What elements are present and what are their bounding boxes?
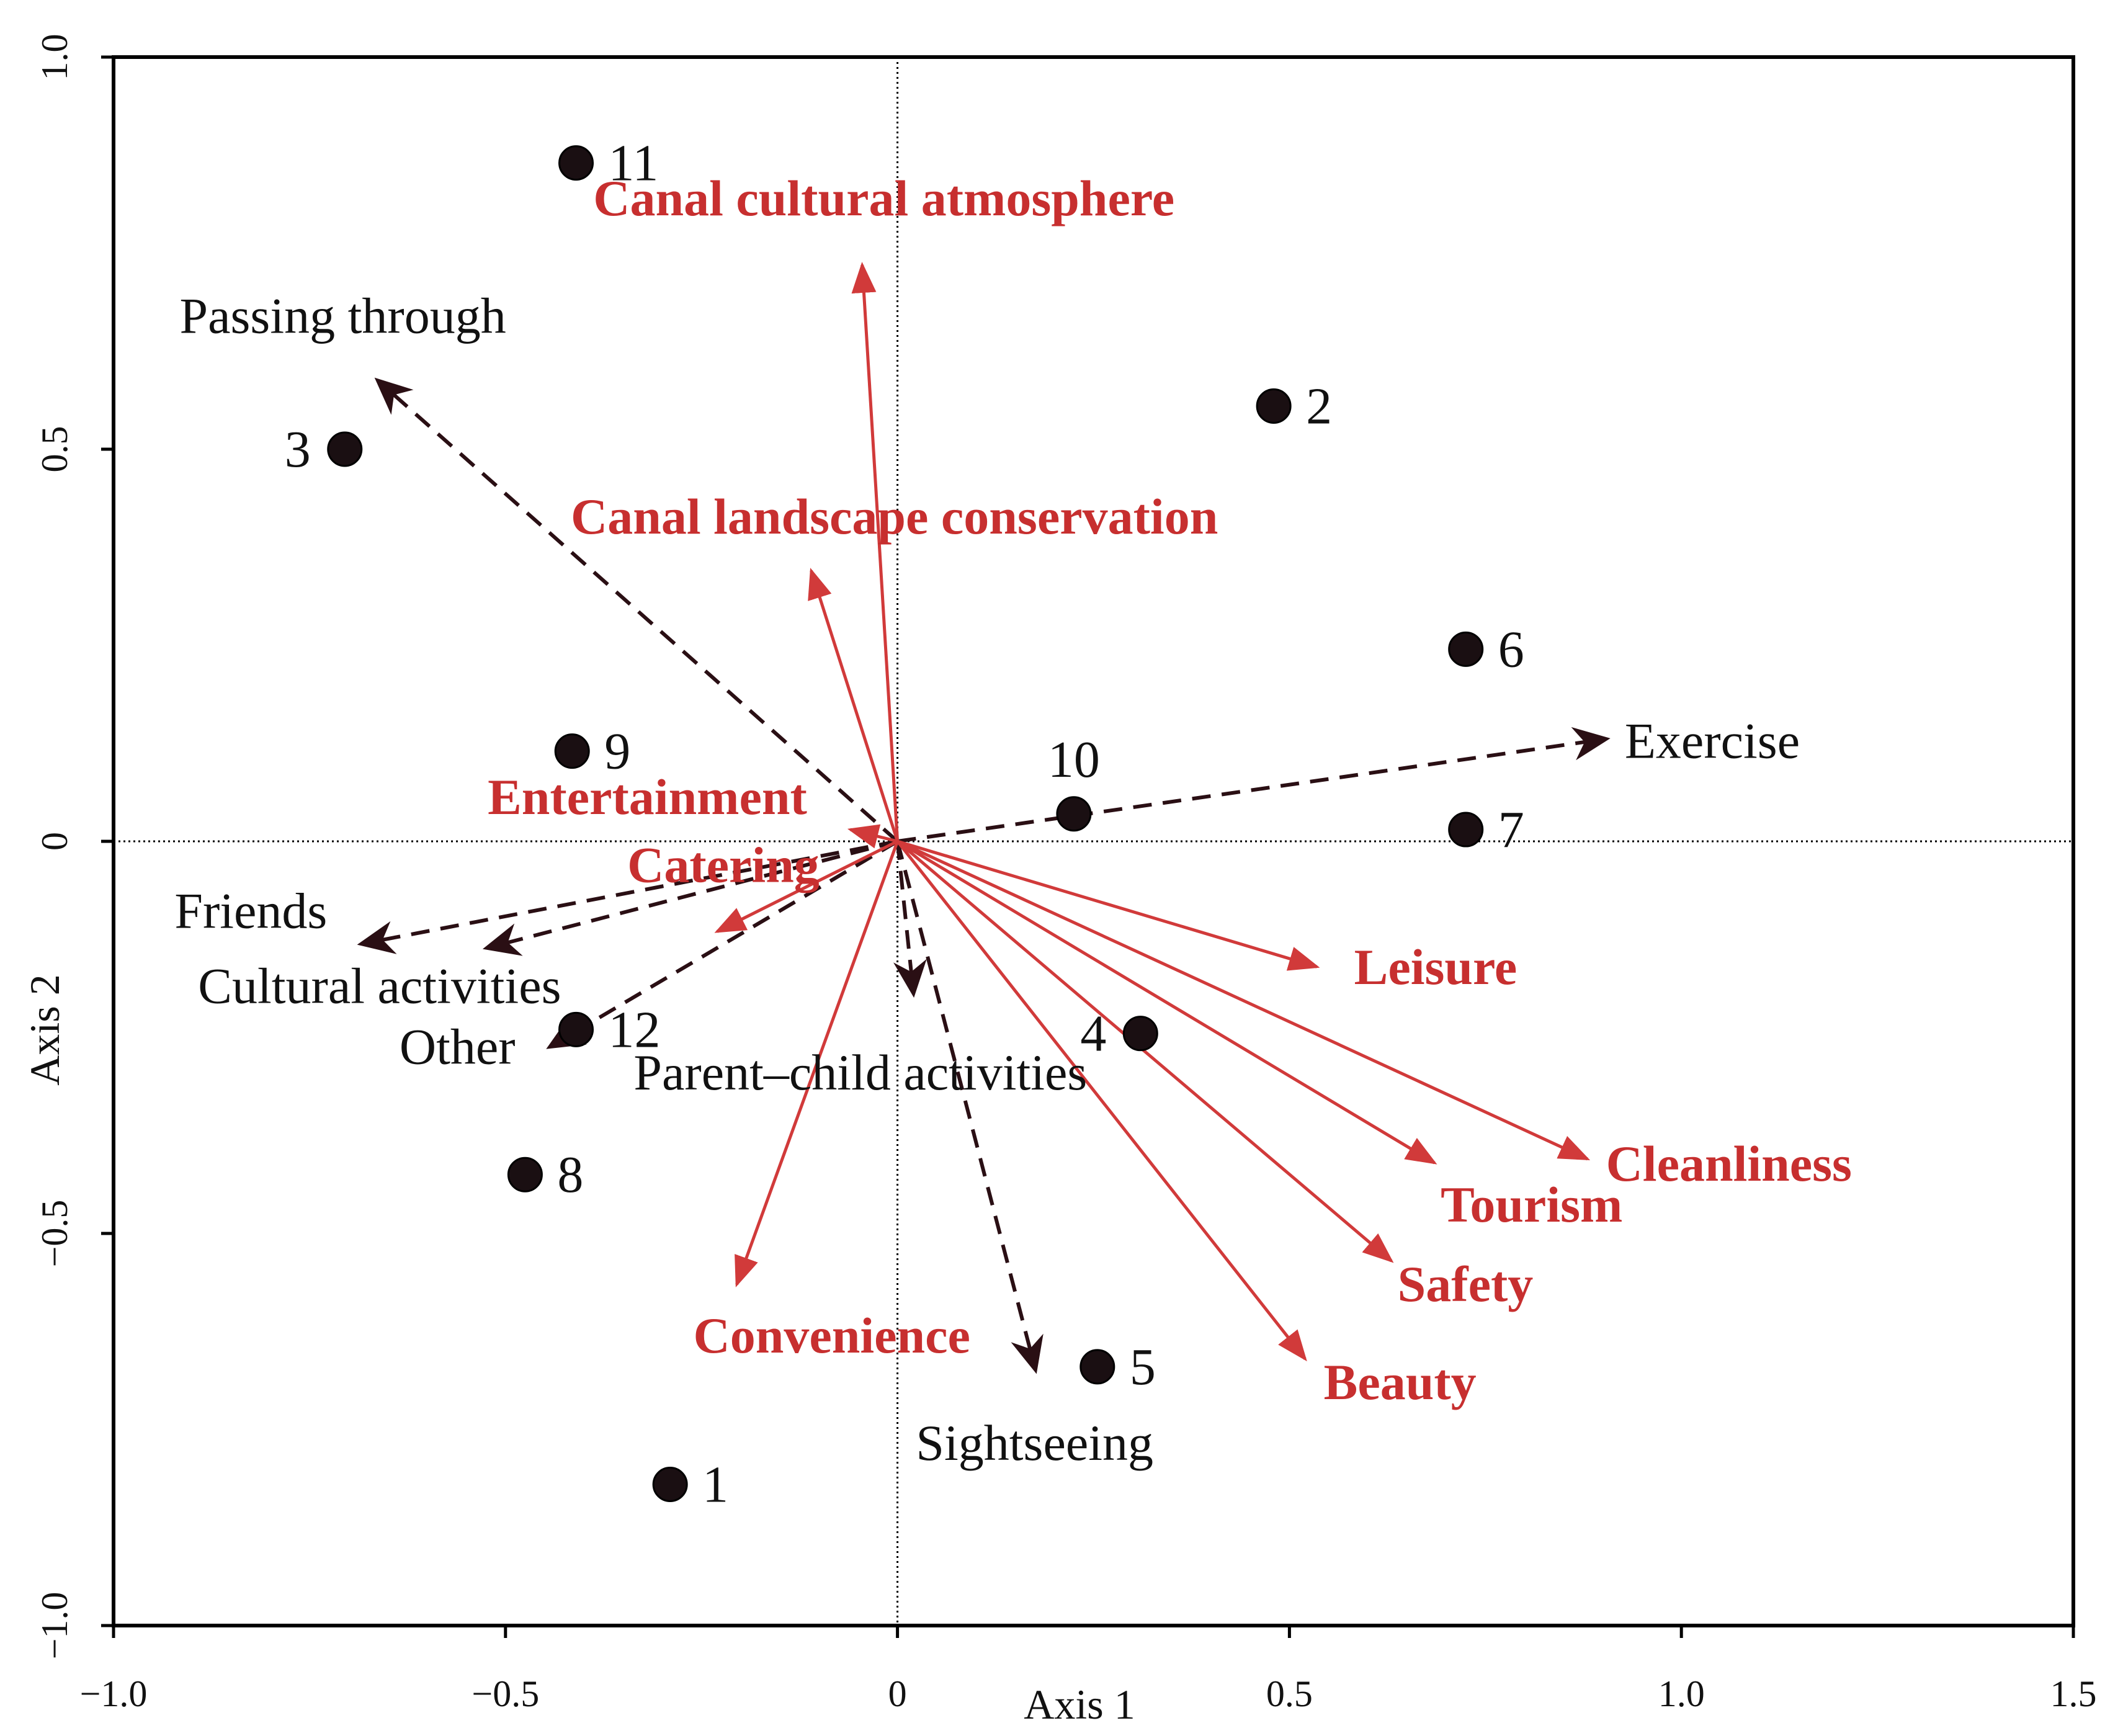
site-point [507, 1157, 543, 1192]
activity-vector [895, 841, 1044, 1374]
environment-vector-label: Tourism [1441, 1176, 1622, 1233]
site-point [1448, 631, 1484, 667]
site-point [558, 1011, 594, 1047]
site-point [1448, 812, 1484, 848]
x-tick-label: 1.0 [1658, 1673, 1705, 1714]
environment-vector-label: Beauty [1324, 1354, 1477, 1410]
activity-vectors [357, 377, 1611, 1374]
environment-vector [808, 568, 899, 842]
site-point [1079, 1349, 1115, 1385]
site-label: 9 [604, 723, 630, 781]
environment-vectors [714, 261, 1591, 1362]
environment-vector [847, 824, 898, 849]
environment-vector-label: Entertainment [488, 769, 807, 825]
environment-vector [896, 840, 1394, 1263]
environment-vector-label: Canal cultural atmosphere [593, 170, 1174, 226]
site-label: 3 [285, 421, 311, 478]
site-label: 4 [1080, 1005, 1106, 1063]
activity-vector-label: Other [400, 1019, 516, 1075]
x-tick-label: 0.5 [1266, 1673, 1313, 1714]
y-tick-label: −0.5 [34, 1200, 75, 1268]
site-label: 7 [1498, 801, 1524, 859]
y-tick-label: 0 [34, 832, 75, 851]
activity-vector [893, 841, 927, 998]
activity-vector-label: Parent–child activities [633, 1044, 1087, 1101]
environment-vector [851, 261, 900, 842]
x-tick-label: 1.5 [2050, 1673, 2097, 1714]
site-point [554, 733, 590, 769]
environment-vector [735, 841, 899, 1287]
x-tick-label: 0 [888, 1673, 907, 1714]
site-point [1056, 796, 1092, 832]
site-label: 2 [1306, 377, 1332, 435]
activity-vector-label: Passing through [180, 288, 506, 344]
site-label: 1 [702, 1456, 728, 1513]
environment-vector [714, 839, 898, 933]
activity-vector-label: Cultural activities [198, 958, 561, 1014]
activity-vector-label: Friends [174, 882, 327, 939]
site-label: 12 [609, 1001, 661, 1058]
activity-vector [482, 839, 898, 956]
vector-labels: Canal cultural atmosphere Canal landscape… [174, 170, 1852, 1471]
site-point [652, 1466, 688, 1502]
site-label: 6 [1498, 620, 1524, 678]
environment-vector-label: Cleanliness [1606, 1135, 1852, 1192]
x-tick-label: −1.0 [80, 1673, 148, 1714]
site-point [1256, 388, 1292, 424]
activity-vector-label: Exercise [1625, 713, 1800, 769]
environment-vector-label: Canal landscape conservation [571, 488, 1218, 545]
y-tick-label: 0.5 [34, 426, 75, 473]
environment-vector-label: Convenience [694, 1307, 970, 1364]
site-label: 5 [1130, 1338, 1156, 1396]
activity-vector [374, 377, 899, 843]
activity-vector [546, 839, 899, 1049]
activity-vector-label: Sightseeing [916, 1415, 1153, 1471]
environment-vector [896, 839, 1437, 1165]
site-label: 10 [1048, 731, 1100, 789]
environment-vector [896, 840, 1307, 1362]
axis-ticks: −1.0 −0.5 0 0.5 1.0 1.5 −1.0 −0.5 0 0.5 1.0 [34, 34, 2097, 1715]
environment-vector [896, 839, 1320, 971]
site-point [558, 145, 594, 181]
site-point [327, 431, 363, 467]
x-axis-title: Axis 1 [1024, 1681, 1135, 1728]
y-axis-title: Axis 2 [21, 974, 68, 1085]
site-label: 8 [557, 1146, 583, 1204]
y-tick-label: 1.0 [34, 34, 75, 81]
x-tick-label: −0.5 [472, 1673, 539, 1714]
environment-vector-label: Catering [627, 836, 820, 893]
activity-vector [357, 839, 898, 954]
site-label: 11 [609, 135, 659, 192]
environment-vector [896, 839, 1591, 1161]
environment-vector-label: Safety [1398, 1256, 1534, 1312]
y-tick-label: −1.0 [34, 1592, 75, 1660]
environment-vector-label: Leisure [1354, 939, 1517, 995]
activity-vector [897, 727, 1611, 843]
site-point [1122, 1016, 1158, 1052]
